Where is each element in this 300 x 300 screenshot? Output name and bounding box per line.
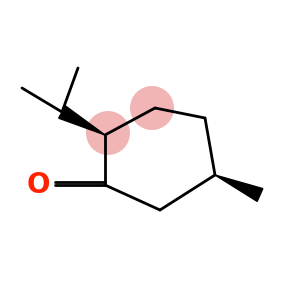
- Circle shape: [130, 86, 174, 130]
- Polygon shape: [59, 106, 105, 135]
- Circle shape: [86, 111, 130, 155]
- Text: O: O: [26, 171, 50, 199]
- Polygon shape: [215, 175, 263, 201]
